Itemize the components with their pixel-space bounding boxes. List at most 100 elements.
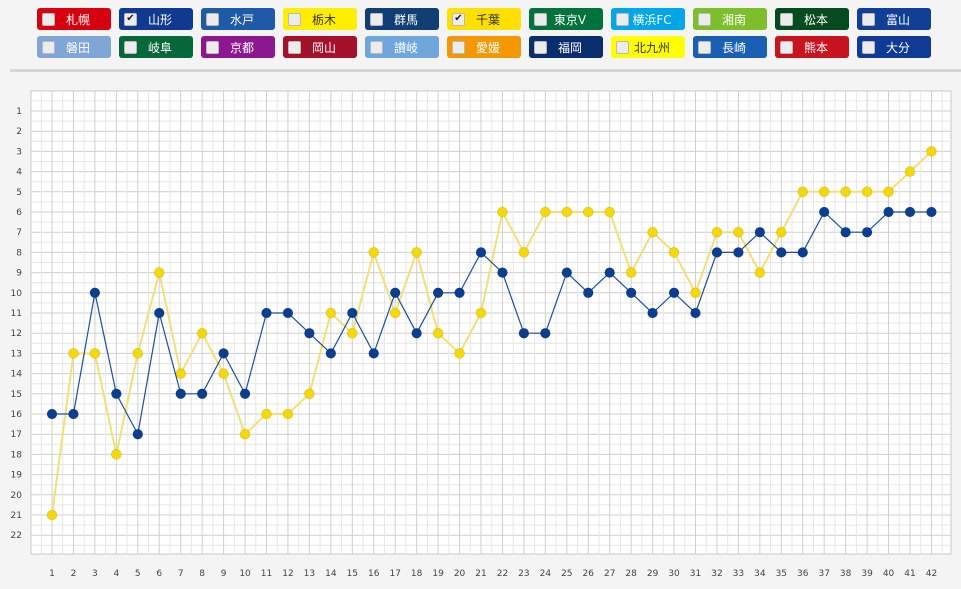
team-toggle-12[interactable]: 磐田 <box>37 36 111 58</box>
team-toggle-6[interactable]: ✔ 千葉 <box>447 8 521 30</box>
data-point[interactable] <box>668 287 680 299</box>
data-point[interactable] <box>625 287 637 299</box>
data-point[interactable] <box>432 287 444 299</box>
team-toggle-15[interactable]: 岡山 <box>283 36 357 58</box>
data-point[interactable] <box>926 146 937 157</box>
data-point[interactable] <box>389 307 401 319</box>
data-point[interactable] <box>111 388 122 400</box>
team-checkbox[interactable] <box>370 12 383 26</box>
team-checkbox[interactable] <box>698 40 711 54</box>
team-toggle-10[interactable]: 松本 <box>775 8 849 30</box>
data-point[interactable] <box>733 247 744 258</box>
team-checkbox[interactable]: ✔ <box>452 12 465 26</box>
data-point[interactable] <box>282 307 294 319</box>
data-point[interactable] <box>304 388 315 400</box>
team-checkbox[interactable] <box>534 40 547 54</box>
team-toggle-9[interactable]: 湘南 <box>693 8 767 30</box>
data-point[interactable] <box>561 267 573 278</box>
data-point[interactable] <box>883 186 894 198</box>
data-point[interactable] <box>540 327 551 339</box>
data-point[interactable] <box>540 206 551 218</box>
team-checkbox[interactable] <box>616 12 629 26</box>
data-point[interactable] <box>497 206 508 218</box>
data-point[interactable] <box>411 247 422 258</box>
data-point[interactable] <box>389 287 401 299</box>
team-checkbox[interactable]: ✔ <box>124 12 137 26</box>
data-point[interactable] <box>218 368 229 379</box>
data-point[interactable] <box>346 327 358 339</box>
team-toggle-11[interactable]: 富山 <box>857 8 931 30</box>
data-point[interactable] <box>196 327 208 339</box>
team-toggle-2[interactable]: ✔ 山形 <box>119 8 193 30</box>
team-toggle-14[interactable]: 京都 <box>201 36 275 58</box>
team-checkbox[interactable] <box>124 40 137 54</box>
data-point[interactable] <box>68 408 79 420</box>
team-toggle-17[interactable]: 愛媛 <box>447 36 521 58</box>
team-checkbox[interactable] <box>616 40 629 54</box>
team-toggle-22[interactable]: 大分 <box>857 36 931 58</box>
data-point[interactable] <box>325 307 337 319</box>
team-toggle-16[interactable]: 讃岐 <box>365 36 439 58</box>
data-point[interactable] <box>218 348 229 359</box>
team-checkbox[interactable] <box>288 12 301 26</box>
team-toggle-3[interactable]: 水戸 <box>201 8 275 30</box>
data-point[interactable] <box>89 348 101 359</box>
data-point[interactable] <box>904 166 916 177</box>
data-point[interactable] <box>261 408 272 420</box>
data-point[interactable] <box>368 247 380 258</box>
data-point[interactable] <box>818 186 830 198</box>
team-toggle-4[interactable]: 栃木 <box>283 8 357 30</box>
team-checkbox[interactable] <box>42 40 55 54</box>
data-point[interactable] <box>111 449 122 460</box>
team-checkbox[interactable] <box>206 12 219 26</box>
data-point[interactable] <box>711 247 723 258</box>
data-point[interactable] <box>46 408 58 420</box>
data-point[interactable] <box>690 287 701 299</box>
team-checkbox[interactable] <box>862 40 875 54</box>
data-point[interactable] <box>196 388 208 400</box>
data-point[interactable] <box>475 247 487 258</box>
data-point[interactable] <box>282 408 294 420</box>
data-point[interactable] <box>926 206 937 218</box>
data-point[interactable] <box>797 247 809 258</box>
team-toggle-19[interactable]: 北九州 <box>611 36 685 58</box>
data-point[interactable] <box>840 226 851 238</box>
data-point[interactable] <box>68 348 79 359</box>
team-checkbox[interactable] <box>370 40 383 54</box>
team-toggle-13[interactable]: 岐阜 <box>119 36 193 58</box>
team-toggle-1[interactable]: 札幌 <box>37 8 111 30</box>
data-point[interactable] <box>175 388 186 400</box>
data-point[interactable] <box>754 267 766 278</box>
data-point[interactable] <box>346 307 358 319</box>
team-checkbox[interactable] <box>452 40 465 54</box>
data-point[interactable] <box>261 307 272 319</box>
data-point[interactable] <box>325 348 337 359</box>
team-checkbox[interactable] <box>780 40 793 54</box>
data-point[interactable] <box>775 247 787 258</box>
data-point[interactable] <box>239 428 251 440</box>
data-point[interactable] <box>818 206 830 218</box>
data-point[interactable] <box>861 186 873 198</box>
data-point[interactable] <box>518 327 530 339</box>
team-toggle-18[interactable]: 福岡 <box>529 36 603 58</box>
data-point[interactable] <box>775 226 787 238</box>
data-point[interactable] <box>840 186 851 198</box>
data-point[interactable] <box>604 206 616 218</box>
data-point[interactable] <box>625 267 637 278</box>
data-point[interactable] <box>582 206 594 218</box>
data-point[interactable] <box>132 428 144 440</box>
data-point[interactable] <box>904 206 916 218</box>
data-point[interactable] <box>582 287 594 299</box>
data-point[interactable] <box>475 307 487 319</box>
data-point[interactable] <box>690 307 701 319</box>
data-point[interactable] <box>304 327 315 339</box>
team-toggle-21[interactable]: 熊本 <box>775 36 849 58</box>
data-point[interactable] <box>89 287 101 299</box>
data-point[interactable] <box>153 267 165 278</box>
team-toggle-8[interactable]: 横浜FC <box>611 8 685 30</box>
team-checkbox[interactable] <box>288 40 301 54</box>
team-checkbox[interactable] <box>862 12 875 26</box>
data-point[interactable] <box>454 287 465 299</box>
data-point[interactable] <box>604 267 616 278</box>
data-point[interactable] <box>733 226 744 238</box>
